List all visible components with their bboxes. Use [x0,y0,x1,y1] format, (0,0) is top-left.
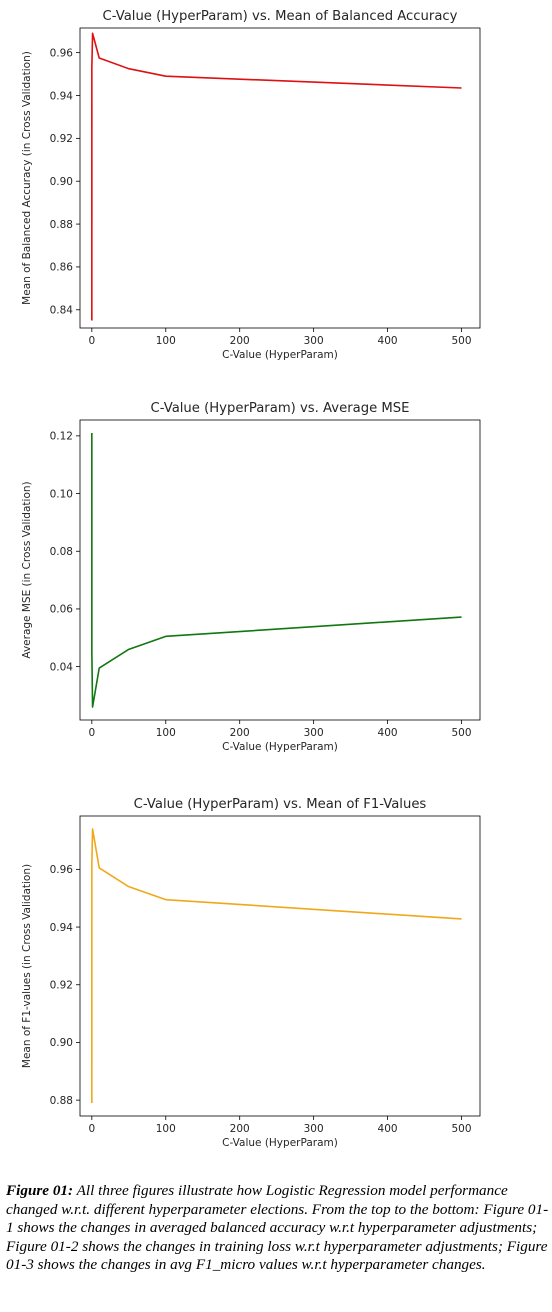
series-line [91,32,462,321]
plot-frame [79,419,481,721]
y-tick-label: 0.88 [50,219,73,231]
y-tick-label: 0.94 [50,922,74,934]
y-axis-label: Mean of Balanced Accuracy (in Cross Vali… [21,51,33,305]
x-tick-label: 400 [378,1123,398,1135]
x-tick-label: 200 [230,335,250,347]
x-tick-label: 300 [304,727,324,739]
x-tick-label: 200 [230,727,250,739]
x-tick-label: 100 [156,335,176,347]
x-axis-label: C-Value (HyperParam) [222,1137,338,1149]
balanced-accuracy-chart: C-Value (HyperParam) vs. Mean of Balance… [21,9,481,361]
caption-lead: Figure 01: [6,1182,74,1199]
caption-body: All three figures illustrate how Logisti… [6,1182,549,1274]
x-axis-label: C-Value (HyperParam) [222,349,338,361]
y-tick-label: 0.94 [50,90,74,102]
x-tick-label: 400 [378,727,398,739]
x-tick-label: 500 [451,1123,471,1135]
x-tick-label: 0 [88,727,95,739]
y-tick-label: 0.90 [50,176,73,188]
x-tick-label: 400 [378,335,398,347]
y-tick-label: 0.88 [50,1095,73,1107]
x-tick-label: 100 [156,727,176,739]
plot-frame [79,815,481,1117]
x-tick-label: 500 [451,727,471,739]
x-tick-label: 200 [230,1123,250,1135]
x-tick-label: 300 [304,1123,324,1135]
chart-title: C-Value (HyperParam) vs. Average MSE [151,401,410,416]
y-tick-label: 0.86 [50,262,74,274]
y-tick-label: 0.92 [50,133,73,145]
x-tick-label: 0 [88,335,95,347]
chart-title: C-Value (HyperParam) vs. Mean of Balance… [103,9,458,24]
y-tick-label: 0.04 [50,661,74,673]
y-axis-label: Average MSE (in Cross Validation) [21,481,33,658]
y-tick-label: 0.08 [50,546,73,558]
y-tick-label: 0.92 [50,980,73,992]
series-line [91,828,462,1104]
x-tick-label: 500 [451,335,471,347]
average-mse-chart: C-Value (HyperParam) vs. Average MSE 0 100… [21,401,481,753]
x-axis-label: C-Value (HyperParam) [222,741,338,753]
y-tick-label: 0.84 [50,305,74,317]
y-tick-label: 0.96 [50,864,74,876]
plot-frame [79,27,481,329]
y-tick-label: 0.10 [50,488,73,500]
y-tick-label: 0.12 [50,431,73,443]
figure-caption: Figure 01: All three figures illustrate … [6,1182,550,1275]
series-line [91,432,462,708]
y-tick-label: 0.06 [50,604,74,616]
f1-values-chart: C-Value (HyperParam) vs. Mean of F1-Valu… [21,797,481,1149]
y-axis-label: Mean of F1-values (in Cross Validation) [21,864,33,1068]
y-tick-label: 0.96 [50,47,74,59]
chart-title: C-Value (HyperParam) vs. Mean of F1-Valu… [134,797,427,812]
y-tick-label: 0.90 [50,1037,73,1049]
x-tick-label: 0 [88,1123,95,1135]
x-tick-label: 300 [304,335,324,347]
x-tick-label: 100 [156,1123,176,1135]
